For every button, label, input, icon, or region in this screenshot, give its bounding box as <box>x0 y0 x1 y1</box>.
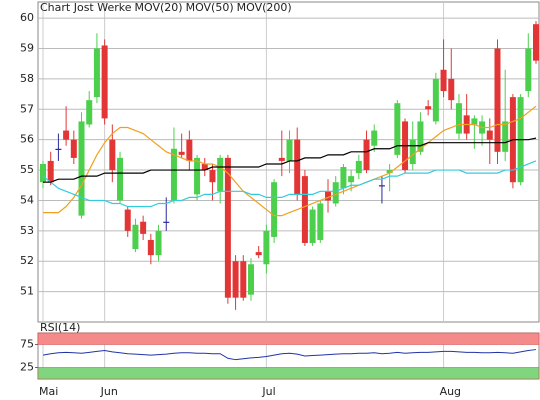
zone-band <box>37 367 540 380</box>
candle-body <box>340 167 347 189</box>
y-tick-label: 58 <box>20 72 34 85</box>
moving-average <box>42 160 537 208</box>
candle-body <box>494 48 501 152</box>
candle-body <box>394 103 401 155</box>
candle-body <box>448 78 455 101</box>
x-tick-label: Jul <box>261 385 275 398</box>
candle-body <box>432 78 439 122</box>
candle-body <box>186 139 193 161</box>
candle-body <box>140 221 147 234</box>
candle-body <box>78 121 85 216</box>
candle-body <box>409 139 416 164</box>
candle-body <box>163 221 170 223</box>
y-tick-label: 51 <box>20 285 34 298</box>
candle-body <box>55 148 62 150</box>
candle-body <box>317 203 324 240</box>
y-tick-label: 75 <box>20 338 34 351</box>
candle-body <box>132 224 139 250</box>
y-tick-label: 59 <box>20 41 34 54</box>
candle-body <box>117 157 124 201</box>
panel-title: RSI(14) <box>40 321 80 334</box>
candle-body <box>502 121 509 152</box>
candle-body <box>155 230 162 256</box>
candle-body <box>425 106 432 110</box>
x-tick-label: Mai <box>39 385 58 398</box>
candle-body <box>440 69 447 92</box>
candle-body <box>386 170 393 174</box>
candle-body <box>247 264 254 295</box>
candle-body <box>240 261 247 298</box>
candle-body <box>63 130 70 140</box>
candle-body <box>525 48 532 92</box>
candle-body <box>194 157 201 195</box>
candle-body <box>371 130 378 146</box>
candle-body <box>93 48 100 98</box>
candle-body <box>124 209 131 231</box>
candle-body <box>271 182 278 237</box>
x-tick-label: Aug <box>440 385 461 398</box>
candle-body <box>232 261 239 298</box>
y-tick-label: 54 <box>20 193 34 206</box>
x-tick-label: Jun <box>100 385 118 398</box>
candle-body <box>348 176 355 183</box>
y-tick-label: 55 <box>20 163 34 176</box>
legend-entry: MOV(50) <box>186 1 234 14</box>
candle-body <box>309 209 316 243</box>
y-tick-label: 56 <box>20 133 34 146</box>
candle-body <box>533 24 539 61</box>
y-tick-label: 53 <box>20 224 34 237</box>
candle-body <box>47 160 54 183</box>
candle-body <box>178 151 185 155</box>
candle-body <box>363 139 370 171</box>
candle-body <box>40 163 46 183</box>
candle-body <box>355 160 362 174</box>
candle-body <box>255 252 262 256</box>
candle-body <box>486 130 493 140</box>
candle-body <box>201 163 208 171</box>
candle-body <box>301 176 308 243</box>
chart-title: Chart Jost Werke <box>40 1 132 14</box>
candle-body <box>147 239 154 256</box>
candle-body <box>209 170 216 183</box>
candle-body <box>278 157 285 161</box>
candle-body <box>170 148 177 201</box>
candle-body <box>86 100 93 125</box>
candle-body <box>325 191 332 201</box>
candle-body <box>332 182 339 204</box>
candle-body <box>217 157 224 192</box>
moving-average <box>43 105 537 217</box>
legend-entry: MOV(20) <box>135 1 183 14</box>
y-tick-label: 57 <box>20 102 34 115</box>
candle-body <box>294 139 301 195</box>
candle-body <box>471 118 478 125</box>
candle-body <box>224 157 231 298</box>
candle-body <box>101 45 108 119</box>
moving-average <box>43 137 537 183</box>
y-tick-label: 60 <box>20 11 34 24</box>
candle-body <box>286 139 293 161</box>
candle-body <box>455 103 462 134</box>
rsi-line <box>42 349 537 361</box>
y-tick-label: 25 <box>20 361 34 374</box>
zone-band <box>37 332 540 345</box>
candle-body <box>109 139 116 171</box>
candle-body <box>378 185 385 187</box>
candle-body <box>417 121 424 152</box>
y-tick-label: 52 <box>20 254 34 267</box>
candle-body <box>263 230 270 265</box>
candle-body <box>70 139 77 158</box>
legend-entry: MOV(200) <box>237 1 292 14</box>
